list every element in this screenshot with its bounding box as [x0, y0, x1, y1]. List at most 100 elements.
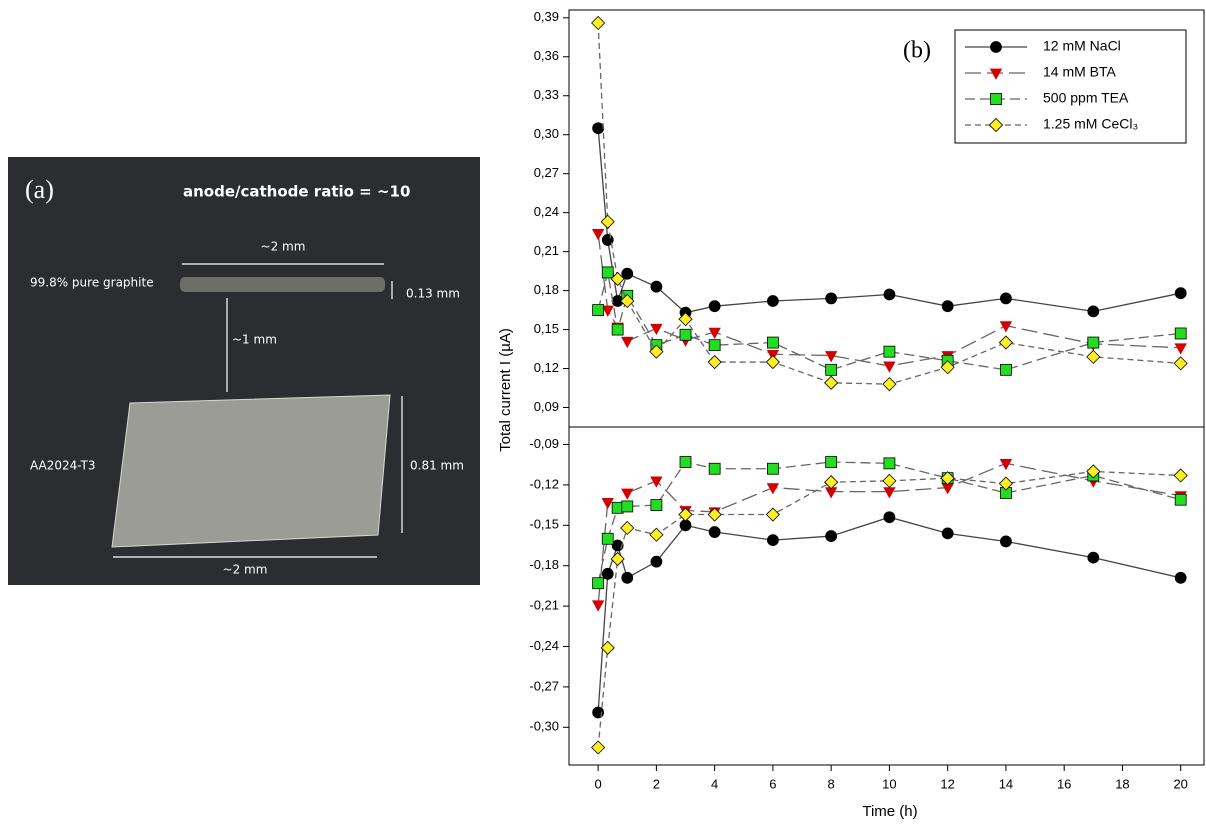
marker — [621, 336, 634, 349]
marker — [650, 555, 663, 568]
marker — [883, 361, 896, 373]
y-tick-label: -0,30 — [529, 719, 559, 734]
y-tick-label: 0,21 — [534, 243, 559, 258]
marker — [883, 457, 896, 470]
marker — [883, 288, 896, 301]
marker — [707, 354, 722, 370]
marker — [988, 117, 1004, 133]
marker — [611, 323, 624, 336]
x-tick-label: 8 — [828, 776, 835, 791]
series-line — [597, 516, 1181, 713]
y-tick-label: 0,18 — [534, 282, 559, 297]
marker — [999, 321, 1013, 333]
marker — [1087, 305, 1100, 318]
y-tick-label: -0,12 — [529, 476, 559, 491]
marker — [708, 327, 721, 339]
y-tick-label: 0,24 — [534, 204, 559, 219]
marker — [620, 520, 635, 536]
x-tick-label: 18 — [1115, 776, 1129, 791]
marker — [678, 507, 693, 522]
marker — [610, 271, 625, 286]
marker — [989, 68, 1003, 80]
marker — [765, 507, 780, 522]
marker — [940, 471, 955, 486]
y-tick-label: 0,12 — [534, 360, 559, 375]
plot-frame — [568, 426, 1205, 766]
y-axis-label: Total current I (µA) — [497, 328, 514, 452]
x-tick-label: 2 — [653, 776, 660, 791]
marker — [1174, 343, 1187, 355]
y-tick-label: 0,15 — [534, 321, 559, 336]
legend-label: 1.25 mM CeCl₃ — [1043, 116, 1138, 132]
marker — [708, 462, 721, 475]
marker — [766, 534, 779, 547]
marker — [679, 456, 692, 468]
marker — [708, 339, 721, 352]
marker — [1087, 336, 1100, 349]
marker — [679, 328, 692, 341]
marker — [998, 476, 1013, 491]
marker — [650, 476, 663, 488]
marker — [601, 498, 614, 510]
marker — [883, 345, 896, 358]
marker — [882, 377, 897, 392]
marker — [1087, 551, 1100, 564]
photo-panel: (a) anode/cathode ratio = ~10 ~2 mm 99.8… — [8, 157, 480, 585]
y-tick-label: 0,39 — [534, 9, 559, 24]
marker — [940, 360, 955, 375]
marker — [882, 473, 897, 488]
marker — [1174, 287, 1187, 300]
marker — [591, 600, 605, 612]
marker — [708, 300, 721, 313]
annotation: 0.13 mm — [406, 287, 460, 301]
marker — [766, 483, 780, 495]
marker — [708, 526, 721, 538]
marker — [650, 280, 663, 293]
marker — [650, 323, 663, 336]
x-tick-label: 10 — [882, 776, 896, 791]
series-line — [597, 128, 1181, 314]
marker — [1173, 356, 1188, 371]
y-tick-label: -0,15 — [529, 517, 559, 532]
marker — [998, 335, 1013, 350]
marker — [621, 500, 634, 513]
marker — [591, 15, 606, 31]
x-tick-label: 12 — [940, 776, 954, 791]
marker — [999, 458, 1013, 471]
marker — [678, 312, 693, 327]
marker — [990, 93, 1002, 105]
marker — [649, 344, 664, 359]
annotation: ~2 mm — [223, 563, 268, 577]
y-tick-label: -0,21 — [529, 598, 559, 613]
y-tick-label: 0,36 — [534, 48, 559, 63]
marker — [600, 214, 615, 229]
y-tick-label: 0,33 — [534, 87, 559, 102]
y-tick-label: -0,27 — [529, 678, 559, 693]
series-line — [597, 272, 1181, 371]
marker — [941, 527, 954, 540]
marker — [610, 551, 625, 567]
marker — [941, 300, 954, 313]
marker — [765, 354, 780, 370]
marker — [824, 351, 838, 363]
marker — [1086, 464, 1101, 479]
y-tick-label: 0,09 — [534, 399, 559, 414]
marker — [766, 295, 779, 307]
marker — [592, 122, 605, 135]
marker — [990, 41, 1002, 53]
x-tick-label: 6 — [769, 776, 776, 791]
marker — [824, 375, 839, 390]
marker — [825, 292, 838, 305]
marker — [1000, 535, 1012, 548]
marker — [1174, 327, 1187, 340]
marker — [591, 740, 606, 755]
marker — [825, 363, 838, 376]
x-tick-label: 4 — [711, 776, 718, 791]
graphite-cathode — [180, 277, 385, 292]
marker — [601, 266, 614, 279]
marker — [601, 305, 614, 317]
annotation: 0.81 mm — [410, 459, 464, 473]
marker — [883, 487, 896, 499]
